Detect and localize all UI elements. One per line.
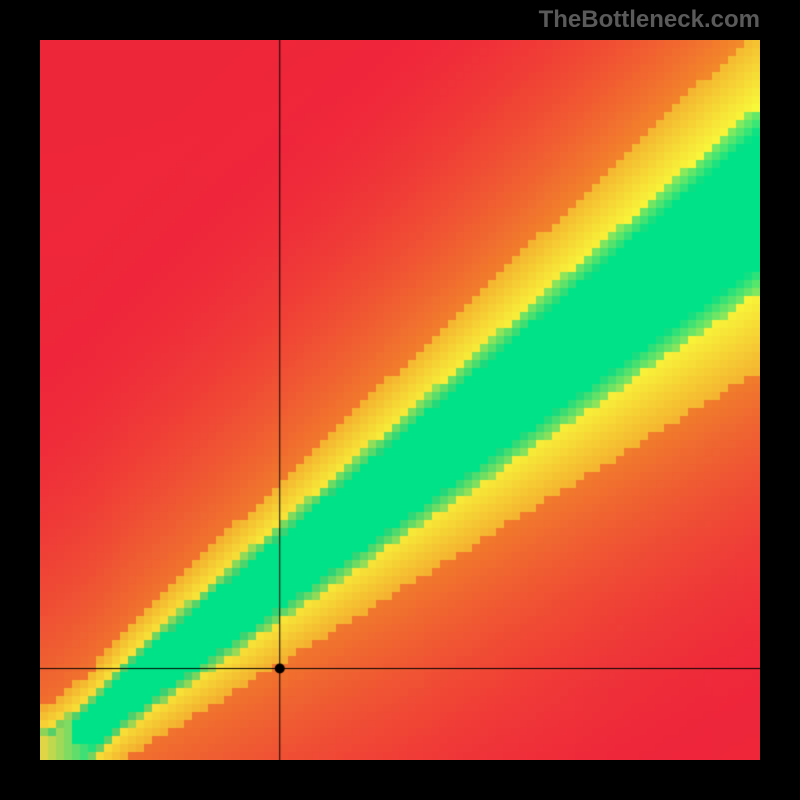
watermark-text: TheBottleneck.com [539, 6, 760, 34]
heatmap-plot [40, 40, 760, 760]
chart-container: TheBottleneck.com [0, 0, 800, 800]
heatmap-canvas [40, 40, 760, 760]
